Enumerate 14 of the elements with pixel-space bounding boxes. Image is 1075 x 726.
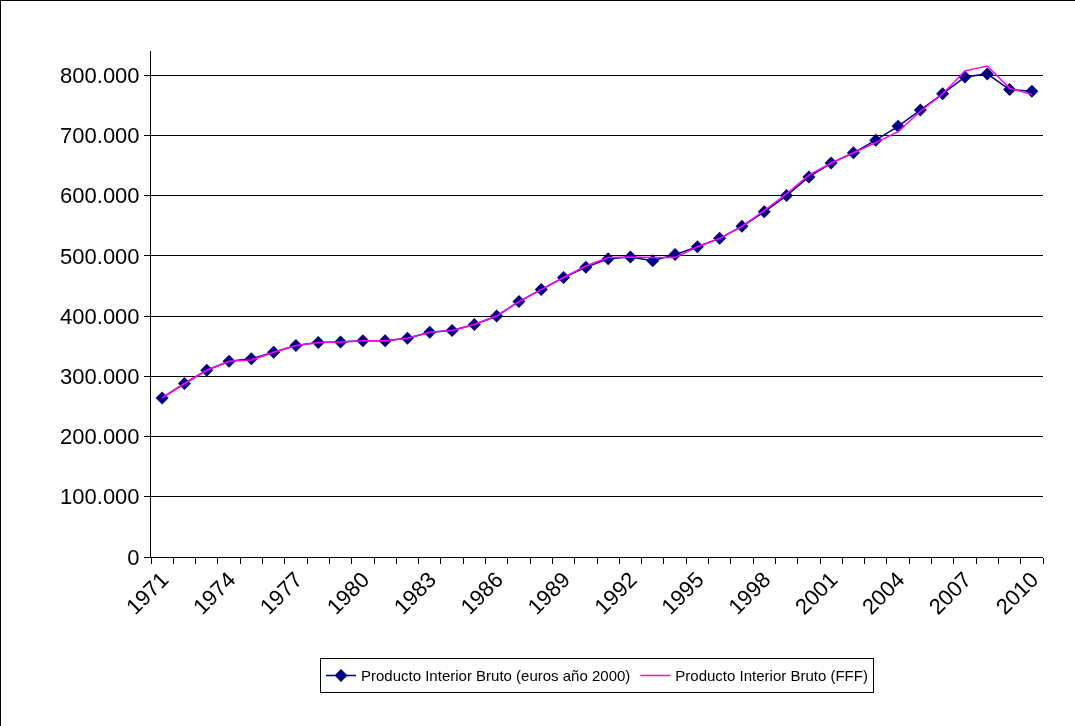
y-tick-label: 400.000	[60, 303, 140, 329]
y-tick-label: 800.000	[60, 62, 140, 88]
y-tick-label: 100.000	[60, 484, 140, 510]
y-tick-label: 0	[127, 544, 140, 570]
y-tick-label: 500.000	[60, 243, 140, 269]
legend-label: Producto Interior Bruto (euros año 2000)	[361, 667, 631, 685]
point	[646, 254, 660, 268]
y-tick-label: 600.000	[60, 183, 140, 209]
point	[980, 67, 994, 81]
y-tick-label: 200.000	[60, 424, 140, 450]
point	[155, 391, 169, 405]
y-tick-label: 700.000	[60, 123, 140, 149]
legend-label: Producto Interior Bruto (FFF)	[675, 667, 868, 685]
y-tick-label: 300.000	[60, 363, 140, 389]
